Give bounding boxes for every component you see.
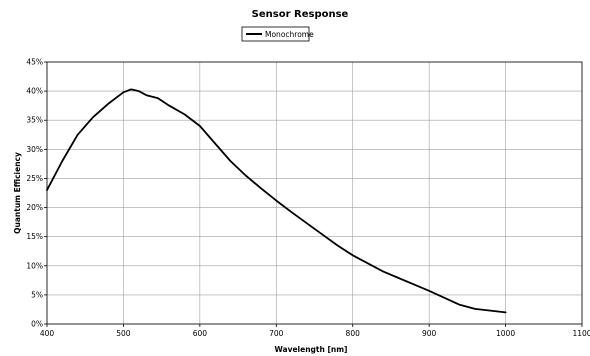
x-axis-ticks: 400 500 600 700 800 900 1000 1100 xyxy=(40,324,590,338)
y-axis-label: Quantum Efficiency xyxy=(13,152,22,234)
y-tick-label: 30% xyxy=(26,145,43,154)
y-tick-label: 15% xyxy=(26,232,43,241)
x-tick-label: 900 xyxy=(422,329,437,338)
plot-area-border xyxy=(46,61,583,325)
y-tick-label: 5% xyxy=(31,290,43,299)
y-tick-label: 0% xyxy=(31,320,43,329)
series-group xyxy=(46,88,507,314)
y-axis-ticks: 0% 5% 10% 15% 20% 25% 30% 35% 40% 45% xyxy=(26,58,47,329)
y-tick-label: 20% xyxy=(26,203,43,212)
legend: Monochrome xyxy=(241,26,314,42)
x-axis-label: Wavelength [nm] xyxy=(275,345,348,354)
y-tick-label: 45% xyxy=(26,58,43,67)
y-tick-label: 40% xyxy=(26,87,43,96)
y-tick-label: 25% xyxy=(26,174,43,183)
x-tick-label: 1000 xyxy=(496,329,515,338)
x-tick-label: 600 xyxy=(193,329,208,338)
y-tick-label: 35% xyxy=(26,116,43,125)
x-tick-label: 700 xyxy=(269,329,284,338)
series-line-monochrome xyxy=(46,88,507,314)
legend-label-monochrome: Monochrome xyxy=(265,30,314,39)
y-tick-label: 10% xyxy=(26,261,43,270)
legend-box xyxy=(241,26,310,42)
x-tick-label: 500 xyxy=(116,329,131,338)
x-tick-label: 1100 xyxy=(572,329,590,338)
chart-title: Sensor Response xyxy=(252,9,349,20)
grid xyxy=(46,61,583,325)
x-tick-label: 800 xyxy=(346,329,361,338)
x-tick-label: 400 xyxy=(40,329,55,338)
